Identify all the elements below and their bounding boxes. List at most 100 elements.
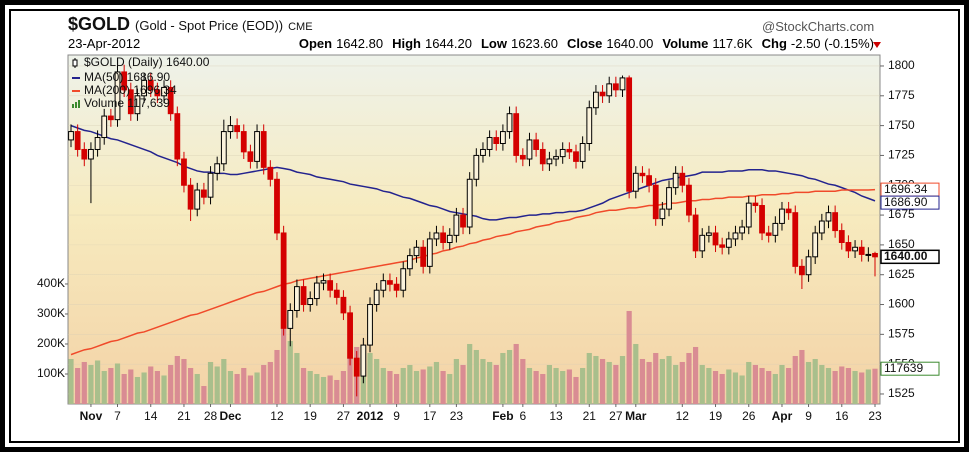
candle-body xyxy=(161,86,167,97)
candle-body xyxy=(340,296,347,314)
volume-bar xyxy=(593,355,599,404)
candle-body xyxy=(333,289,340,298)
quote-item: High 1644.20 xyxy=(392,36,472,51)
quote-value: -2.50 (-0.15%) xyxy=(790,36,874,51)
quote-value: 117.6K xyxy=(712,36,753,51)
x-tick-label: Dec xyxy=(219,409,241,423)
volume-bar xyxy=(207,361,214,404)
candle-body xyxy=(360,344,367,377)
volume-bar xyxy=(188,367,194,404)
x-tick-label: 12 xyxy=(676,409,690,423)
volume-bar xyxy=(433,361,440,404)
candle-body xyxy=(672,172,679,189)
candle-body xyxy=(433,232,440,240)
candle-body xyxy=(174,113,181,160)
volume-bar xyxy=(686,352,692,404)
x-tick-label: Feb xyxy=(492,409,513,423)
volume-bar xyxy=(799,349,805,404)
volume-bar xyxy=(520,358,526,404)
candle-body xyxy=(719,244,726,248)
y-tick-label: 1675 xyxy=(888,207,915,221)
volume-bar xyxy=(227,370,234,404)
candle-body xyxy=(393,283,400,291)
x-tick-label: 23 xyxy=(868,409,882,423)
candle-body xyxy=(466,178,473,228)
candle-body xyxy=(785,208,792,214)
candle-body xyxy=(519,154,526,160)
x-tick-label: Nov xyxy=(80,409,103,423)
candle-body xyxy=(367,304,373,346)
volume-bar xyxy=(719,373,725,404)
inner-frame xyxy=(9,9,960,443)
volume-bar xyxy=(599,358,606,404)
volume-bar xyxy=(307,370,313,404)
moving-average-line xyxy=(70,188,876,356)
x-tick-label: 9 xyxy=(805,409,812,423)
quote-label: Close xyxy=(566,36,603,51)
volume-bar xyxy=(420,369,426,404)
candle-body xyxy=(705,232,712,236)
y2-tick-label: 300K xyxy=(37,306,65,320)
volume-bar xyxy=(413,370,420,404)
volume-bar xyxy=(679,361,685,404)
x-tick-label: 19 xyxy=(304,409,318,423)
volume-bar xyxy=(281,328,287,404)
volume-bar xyxy=(267,361,273,404)
x-tick-label: 23 xyxy=(450,409,464,423)
candle-body xyxy=(666,187,672,210)
candle-body xyxy=(818,220,825,234)
legend-icon xyxy=(78,100,80,108)
volume-bar xyxy=(154,370,160,404)
volume-bar xyxy=(546,364,553,404)
candle-body xyxy=(353,357,360,377)
quote-label: Open xyxy=(298,36,333,51)
x-tick-label: 26 xyxy=(742,409,756,423)
candle-body xyxy=(606,83,613,97)
candle-body xyxy=(453,214,460,236)
candle-body xyxy=(260,131,267,168)
volume-bar xyxy=(241,367,247,404)
x-tick-label: 16 xyxy=(835,409,849,423)
last-value-box xyxy=(880,361,940,376)
candle-body xyxy=(779,208,785,224)
volume-bar xyxy=(460,364,466,404)
x-tick-label: 27 xyxy=(609,409,623,423)
exchange: CME xyxy=(288,21,313,33)
candle-body xyxy=(240,131,247,153)
candle-body xyxy=(652,184,659,220)
volume-bar xyxy=(447,373,453,404)
candle-body xyxy=(194,189,201,210)
x-tick-label: 12 xyxy=(270,409,284,423)
candle-body xyxy=(107,115,114,121)
legend-label: MA(50) 1686.90 xyxy=(84,70,170,84)
volume-bar xyxy=(759,367,765,404)
candle-body xyxy=(493,137,500,145)
quote-item: Open 1642.80 xyxy=(299,36,383,51)
volume-bar xyxy=(673,364,679,404)
volume-bar xyxy=(221,358,227,404)
volume-bar xyxy=(646,361,652,404)
candle-body xyxy=(799,265,805,276)
volume-bar xyxy=(473,349,479,404)
volume-bar xyxy=(334,379,340,404)
candle-body xyxy=(506,113,513,133)
candle-body xyxy=(121,71,128,91)
candle-body xyxy=(772,222,779,236)
volume-bar xyxy=(573,376,579,404)
volume-bar xyxy=(134,376,141,404)
volume-bar xyxy=(108,367,114,404)
x-tick-label: Mar xyxy=(625,409,647,423)
x-tick-label: 17 xyxy=(423,409,437,423)
candle-body xyxy=(699,234,706,252)
candle-body xyxy=(280,232,287,329)
volume-bar xyxy=(805,361,812,404)
volume-bar xyxy=(88,364,94,404)
quote-label: Volume xyxy=(662,36,709,51)
volume-bar xyxy=(374,358,380,404)
volume-bar xyxy=(487,361,493,404)
volume-bar xyxy=(300,367,307,404)
volume-bar xyxy=(859,372,865,404)
volume-bar xyxy=(161,375,167,404)
volume-bar xyxy=(387,370,393,404)
